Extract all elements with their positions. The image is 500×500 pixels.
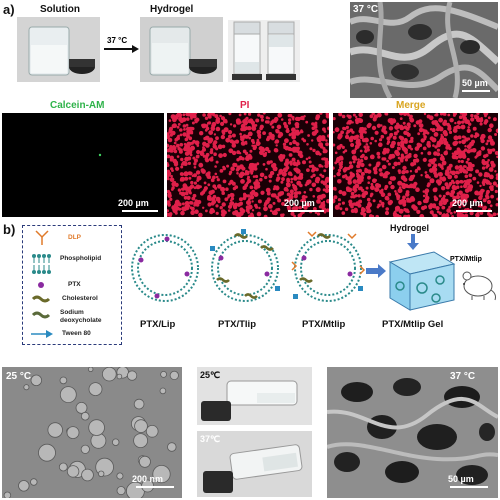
tween-icon (31, 330, 53, 338)
hydrogel-diagram-label: Hydrogel (390, 223, 430, 233)
liposome-tlip-diagram (210, 229, 280, 302)
legend-box (22, 225, 122, 345)
legend-phospholipid: Phospholipid (60, 255, 102, 262)
pi-image (167, 113, 329, 217)
sem-image-top (350, 2, 498, 98)
calcein-image (2, 113, 164, 217)
pi-label: PI (240, 100, 250, 111)
liposome-mtlip-diagram (291, 231, 366, 302)
legend-sodium-deoxycholate: Sodium deoxycholate (60, 309, 102, 324)
cholesterol-icon (31, 295, 51, 303)
sem-top-scale-bar (462, 90, 490, 92)
liposome-lip-diagram (131, 234, 199, 302)
pi-scale-label: 200 µm (284, 198, 315, 208)
pi-scale-bar (288, 210, 324, 212)
panel-b-letter: b) (3, 222, 16, 237)
transition-arrow-icon (104, 45, 139, 53)
vial-25c-photo (197, 367, 312, 425)
merge-image (333, 113, 498, 217)
gel-cube-diagram (388, 251, 456, 311)
phospholipid-icon (32, 254, 51, 274)
sodium-deoxycholate-icon (31, 311, 51, 319)
ptx-icon (38, 282, 44, 288)
legend-tween: Tween 80 (62, 330, 91, 337)
tem-image (2, 367, 182, 498)
merge-scale-bar (456, 210, 492, 212)
tem-scale-label: 200 nm (132, 474, 164, 484)
solution-vial-photo (17, 17, 100, 82)
legend-ptx: PTX (68, 281, 81, 288)
vial-25c-label: 25℃ (200, 370, 221, 380)
sem-top-temp-label: 37 °C (353, 4, 379, 15)
legend-cholesterol: Cholesterol (62, 295, 98, 302)
dlp-icon (35, 230, 49, 245)
tem-scale-bar (136, 486, 174, 488)
label-ptx-mtlip: PTX/Mtlip (302, 319, 346, 330)
legend-icons (31, 230, 53, 338)
sem-top-scale-label: 50 µm (462, 78, 488, 88)
merge-scale-label: 200 µm (452, 198, 483, 208)
to-gel-arrow-icon (366, 264, 386, 278)
hydrogel-label: Hydrogel (150, 4, 194, 15)
panel-a-letter: a) (3, 2, 15, 17)
sem-bottom-scale-label: 50 µm (448, 474, 474, 484)
calcein-scale-bar (122, 210, 158, 212)
solution-label: Solution (40, 4, 80, 15)
label-ptx-mtlip-gel: PTX/Mtlip Gel (382, 319, 444, 330)
calcein-label: Calcein-AM (50, 100, 105, 111)
inset-mtlip-label: PTX/Mtlip (450, 256, 482, 263)
hydrogel-down-arrow-icon (407, 234, 419, 250)
legend-dlp: DLP (68, 234, 81, 241)
merge-label: Merge (396, 100, 426, 111)
label-ptx-lip: PTX/Lip (140, 319, 176, 330)
vial-37c-photo (197, 431, 312, 497)
vial-37c-label: 37℃ (200, 434, 221, 444)
sem-bottom-scale-bar (450, 486, 488, 488)
inverted-vials-photo (228, 20, 300, 82)
label-ptx-tlip: PTX/Tlip (218, 319, 256, 330)
temperature-arrow-label: 37 °C (107, 36, 128, 45)
sem-image-bottom (327, 367, 498, 498)
sem-bottom-temp-label: 37 °C (450, 371, 476, 382)
mouse-icon (462, 271, 496, 301)
tem-temp-label: 25 °C (6, 371, 32, 382)
hydrogel-vial-photo (140, 17, 223, 82)
calcein-scale-label: 200 µm (118, 198, 149, 208)
